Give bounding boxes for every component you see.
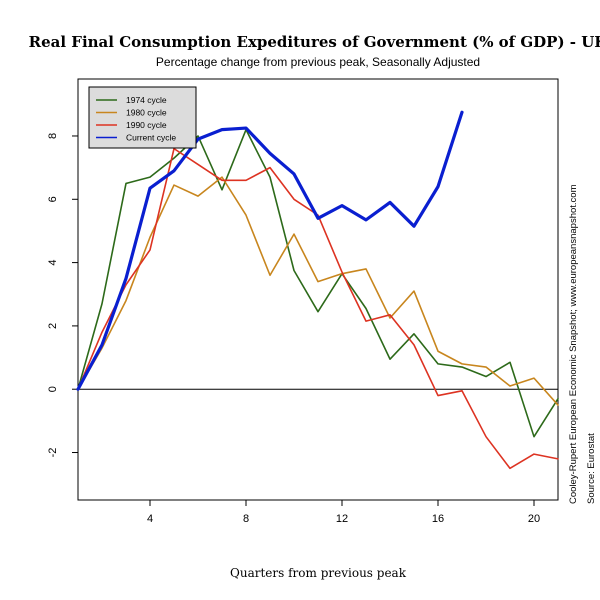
x-tick-label: 20: [528, 513, 540, 525]
legend: 1974 cycle 1980 cycle 1990 cycle Current cy…: [88, 86, 197, 149]
series-line-current-cycle: [76, 110, 464, 391]
series-line-1980-cycle: [77, 176, 559, 406]
y-tick-label: 8: [47, 133, 59, 139]
plot-frame: [77, 78, 559, 501]
credit-note: Cooley-Rupert European Economic Snapshot…: [568, 184, 579, 504]
x-tick-label: 12: [336, 513, 348, 525]
source-note: Source: Eurostat: [586, 433, 597, 504]
series-lines: [76, 110, 559, 470]
legend-label: 1974 cycle: [126, 95, 167, 105]
series-line-1974-cycle: [77, 128, 559, 438]
y-tick-label: 2: [47, 323, 59, 329]
chart-title: Real Final Consumption Expeditures of Go…: [29, 33, 600, 51]
x-tick-label: 4: [147, 513, 153, 525]
legend-label: 1990 cycle: [126, 120, 167, 130]
series-line-1990-cycle: [77, 147, 559, 470]
y-tick-label: 6: [47, 196, 59, 202]
y-tick-label: 4: [47, 260, 59, 266]
y-tick-label: 0: [47, 386, 59, 392]
x-tick-label: 8: [243, 513, 249, 525]
x-axis-label: Quarters from previous peak: [230, 566, 407, 580]
y-tick-label: -2: [47, 448, 59, 458]
legend-box: [88, 86, 197, 149]
legend-label: 1980 cycle: [126, 108, 167, 118]
x-tick-label: 16: [432, 513, 444, 525]
axis-ticks: 4 8 12 16 20 -2 0 2 4 6 8: [47, 133, 540, 525]
chart-subtitle: Percentage change from previous peak, Se…: [156, 55, 480, 69]
legend-label: Current cycle: [126, 133, 176, 143]
